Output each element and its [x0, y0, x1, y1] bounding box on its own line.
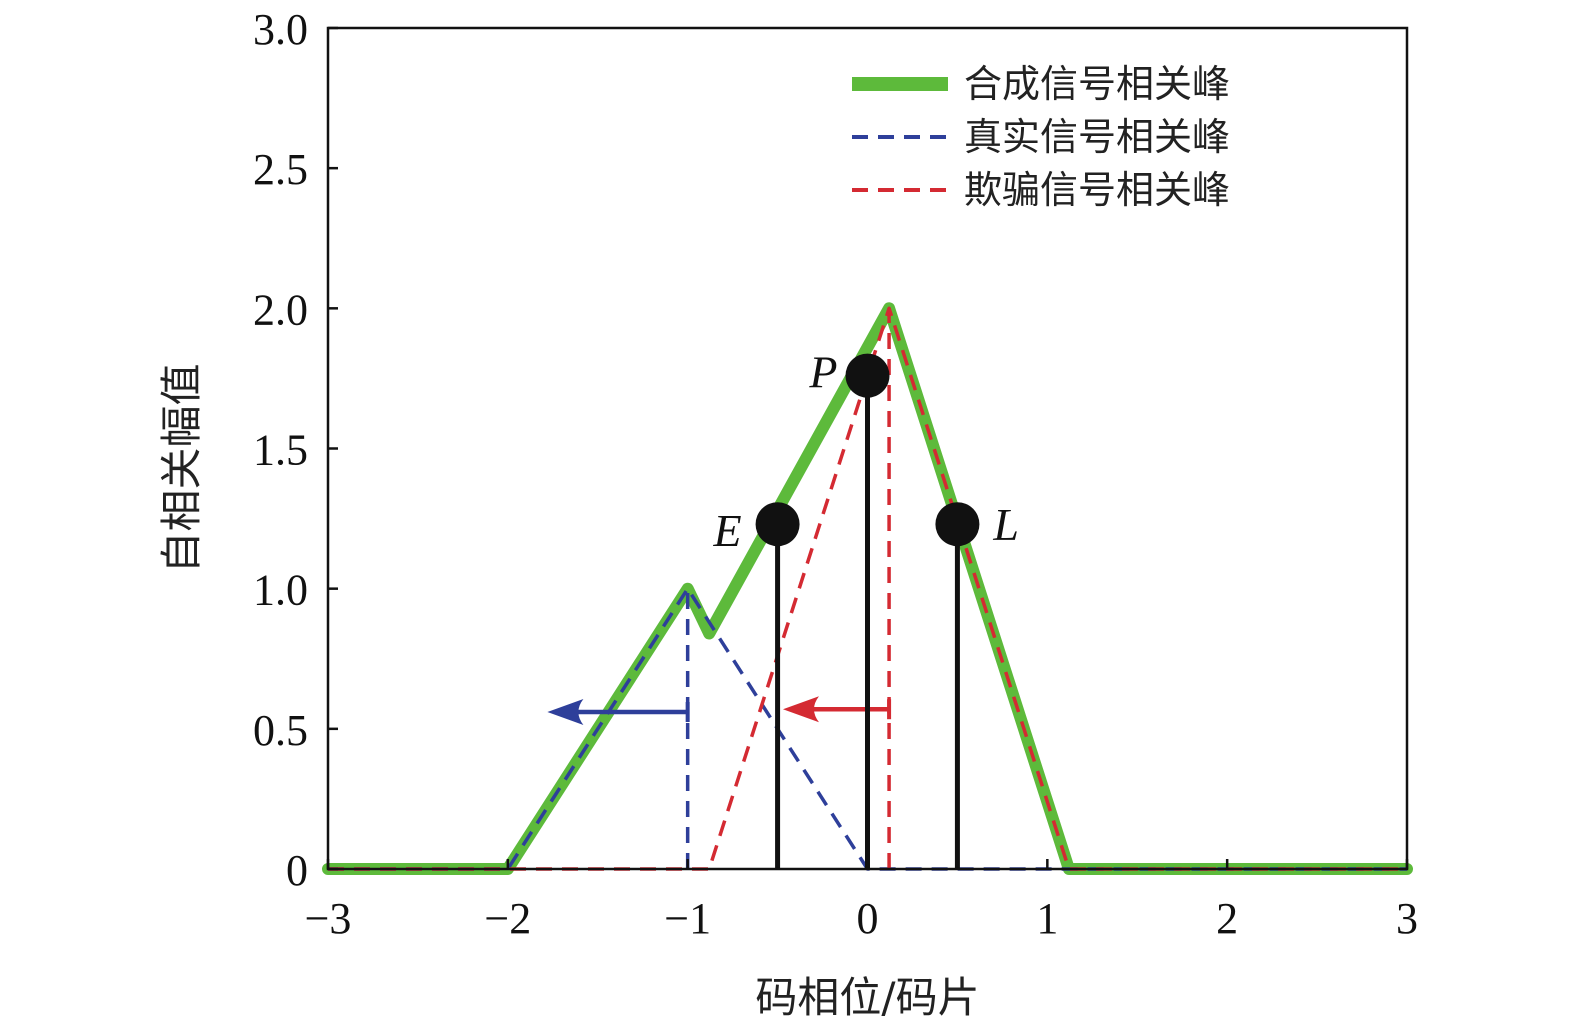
- y-axis-title: 自相关幅值: [157, 363, 206, 573]
- x-tick-label: 3: [1396, 894, 1418, 943]
- y-tick-label: 1.0: [253, 566, 308, 615]
- y-tick-label: 0: [286, 846, 308, 895]
- y-tick-label: 2.0: [253, 285, 308, 334]
- y-tick-label: 0.5: [253, 706, 308, 755]
- correlator-label: P: [808, 347, 837, 398]
- legend-label: 真实信号相关峰: [964, 115, 1230, 159]
- correlator-label: L: [992, 499, 1019, 550]
- arrow-head: [547, 699, 584, 726]
- y-tick-label: 2.5: [253, 145, 308, 194]
- correlator-dot: [845, 353, 890, 398]
- legend-item-2: 真实信号相关峰: [852, 115, 1230, 159]
- legend-item-3: 欺骗信号相关峰: [852, 168, 1230, 212]
- x-axis-title: 码相位/码片: [755, 973, 979, 1022]
- y-tick-label: 1.5: [253, 426, 308, 475]
- legend-item-1: 合成信号相关峰: [852, 62, 1230, 106]
- legend-label: 合成信号相关峰: [964, 62, 1230, 106]
- x-tick-label: −2: [484, 894, 531, 943]
- ticks-layer: −3 −2 −1 0 1 2 3 0 0.5 1.0 1.5 2.0 2.5 3.0: [253, 5, 1418, 943]
- markers-layer: [547, 308, 892, 869]
- x-tick-label: 0: [857, 894, 879, 943]
- correlator-p: P: [808, 347, 890, 869]
- correlators-layer: E P L: [712, 347, 1019, 869]
- x-tick-label: −3: [305, 894, 352, 943]
- correlator-dot: [755, 502, 800, 547]
- legend-label: 欺骗信号相关峰: [964, 168, 1230, 212]
- x-tick-label: 2: [1216, 894, 1238, 943]
- correlator-dot: [935, 502, 980, 547]
- arrow-head: [782, 696, 819, 723]
- x-tick-label: −1: [664, 894, 711, 943]
- y-tick-label: 3.0: [253, 5, 308, 54]
- correlator-label: E: [712, 505, 741, 556]
- correlator-e: E: [712, 502, 800, 869]
- shift-arrow-2: [782, 696, 892, 723]
- shift-arrow-1: [547, 699, 690, 726]
- x-tick-label: 1: [1036, 894, 1058, 943]
- correlator-l: L: [935, 499, 1019, 869]
